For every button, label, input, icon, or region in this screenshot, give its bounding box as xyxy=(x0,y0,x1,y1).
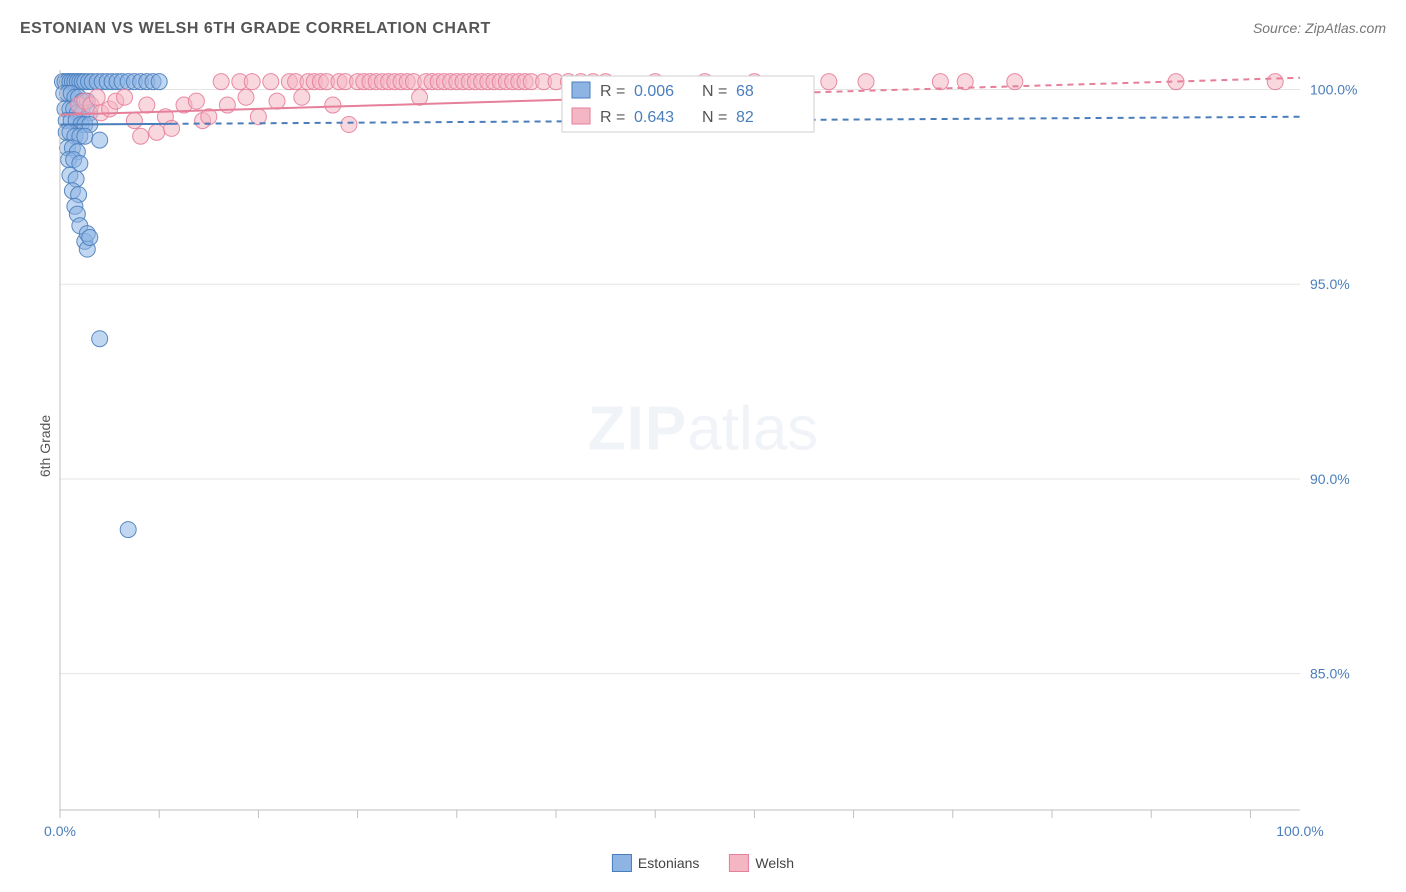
svg-text:100.0%: 100.0% xyxy=(1276,823,1323,839)
svg-text:95.0%: 95.0% xyxy=(1310,276,1350,292)
chart-svg: 85.0% 90.0% 95.0% 100.0% 0.0% 100.0% R = 0.006… xyxy=(20,20,1386,872)
correlation-chart: ESTONIAN VS WELSH 6TH GRADE CORRELATION … xyxy=(20,20,1386,872)
legend-label-estonians: Estonians xyxy=(638,855,699,871)
svg-text:100.0%: 100.0% xyxy=(1310,81,1357,97)
svg-text:85.0%: 85.0% xyxy=(1310,666,1350,682)
svg-text:82: 82 xyxy=(736,109,754,126)
svg-text:N =: N = xyxy=(702,83,727,100)
legend-item-estonians: Estonians xyxy=(612,854,699,872)
svg-text:0.006: 0.006 xyxy=(634,83,674,100)
legend-swatch-welsh xyxy=(729,854,749,872)
svg-text:N =: N = xyxy=(702,109,727,126)
svg-text:68: 68 xyxy=(736,83,754,100)
svg-text:0.643: 0.643 xyxy=(634,109,674,126)
svg-text:R =: R = xyxy=(600,109,625,126)
bottom-legend: Estonians Welsh xyxy=(612,854,794,872)
legend-item-welsh: Welsh xyxy=(729,854,794,872)
legend-swatch-estonians xyxy=(612,854,632,872)
legend-label-welsh: Welsh xyxy=(755,855,794,871)
svg-text:90.0%: 90.0% xyxy=(1310,471,1350,487)
svg-text:R =: R = xyxy=(600,83,625,100)
svg-text:0.0%: 0.0% xyxy=(44,823,76,839)
